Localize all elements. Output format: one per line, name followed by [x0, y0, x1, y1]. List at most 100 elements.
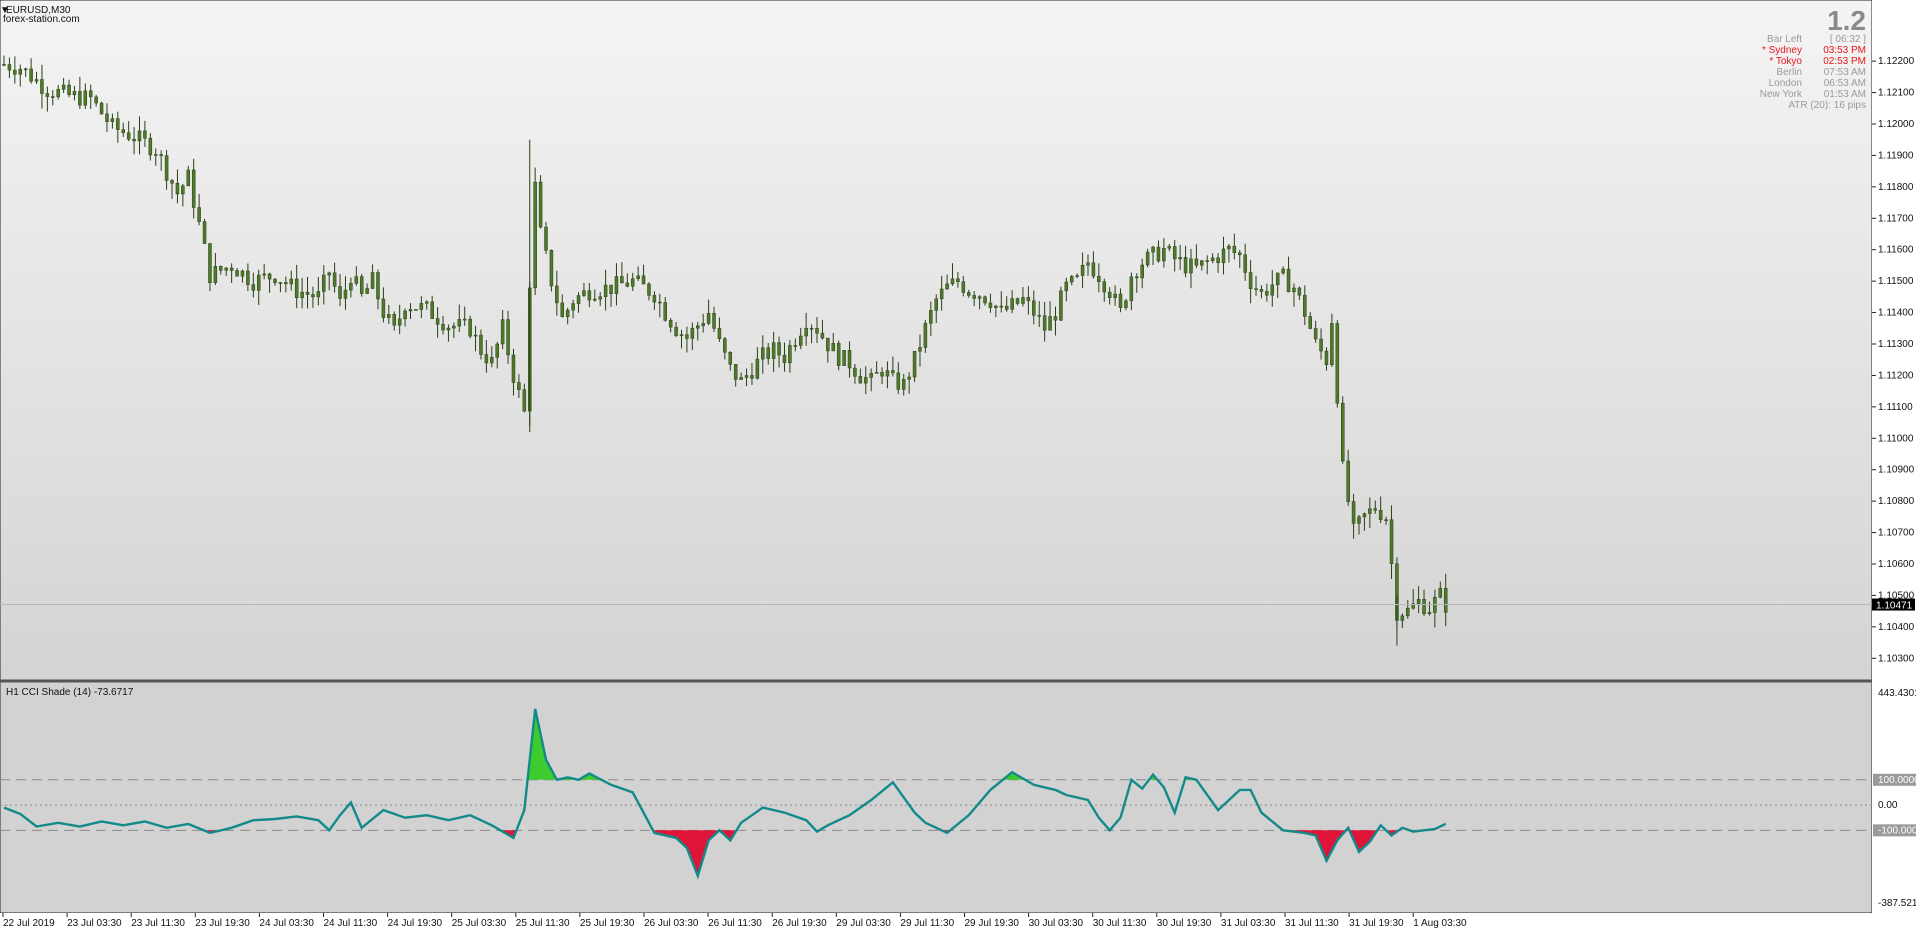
candle-body	[213, 266, 218, 283]
candle-body	[121, 129, 125, 134]
candle-body	[1183, 257, 1188, 274]
candle-body	[668, 320, 673, 328]
candle-body	[788, 345, 792, 364]
candle-body	[1281, 268, 1285, 274]
candle-body	[1340, 402, 1345, 462]
cci-shade-overbought	[1002, 772, 1026, 780]
candle-body	[826, 337, 830, 352]
candle-body	[842, 350, 846, 366]
candle-body	[1107, 291, 1112, 298]
candle-body	[154, 154, 158, 156]
candle-body	[246, 270, 250, 285]
candle-body	[831, 343, 836, 352]
candle-body	[137, 130, 142, 142]
candle-body	[354, 276, 359, 284]
candle-body	[815, 328, 819, 334]
candle-body	[603, 284, 608, 298]
info-row-value: 03:53 PM	[1823, 45, 1866, 56]
cci-panel-bg	[0, 680, 1873, 914]
candle-body	[636, 275, 640, 279]
symbol-dropdown-icon[interactable]: ▼	[0, 5, 10, 16]
candle-body	[72, 91, 77, 96]
candle-body	[761, 347, 765, 360]
candle-body	[500, 319, 505, 345]
candle-body	[701, 323, 705, 327]
price-tick-label: 1.11000	[1878, 433, 1914, 444]
candle-body	[229, 267, 234, 271]
time-tick-label: 24 Jul 03:30	[259, 918, 314, 929]
candle-body	[750, 375, 754, 379]
candle-body	[798, 335, 803, 346]
candle-body	[728, 352, 733, 365]
candle-body	[967, 292, 971, 296]
candle-body	[1200, 260, 1204, 266]
candle-body	[912, 350, 917, 378]
price-tick-label: 1.12200	[1878, 56, 1915, 67]
candle-body	[804, 327, 808, 337]
candle-body	[544, 226, 548, 251]
candle-body	[945, 283, 949, 290]
candle-body	[1275, 272, 1280, 286]
candle-body	[116, 118, 120, 130]
candle-body	[1378, 510, 1383, 520]
candle-body	[370, 272, 375, 289]
candle-body	[175, 183, 180, 195]
cci-axis: 443.4301 100.0000 0.00 -100.0000 -387.5211	[1873, 688, 1916, 909]
info-big-value: 1.2	[1827, 5, 1866, 36]
candle-body	[896, 372, 901, 390]
price-tick-label: 1.10700	[1878, 528, 1915, 539]
candle-body	[294, 278, 299, 298]
candle-body	[365, 288, 369, 294]
candle-body	[690, 327, 695, 339]
candle-body	[1411, 603, 1415, 609]
candle-body	[251, 284, 256, 291]
price-axis: 1.12200 1.12100 1.12000 1.11900 1.11800 1.117…	[1872, 56, 1915, 664]
candle-body	[40, 79, 44, 94]
candle-body	[311, 294, 315, 298]
candle-body	[490, 357, 494, 364]
candle-body	[771, 342, 776, 359]
candle-body	[744, 375, 749, 378]
candle-body	[61, 84, 66, 90]
price-tick-label: 1.11400	[1878, 308, 1914, 319]
candle-body	[202, 221, 207, 244]
candle-body	[907, 376, 911, 380]
candle-body	[576, 295, 581, 304]
time-tick-label: 30 Jul 19:30	[1157, 918, 1212, 929]
candle-body	[1373, 508, 1378, 511]
candle-body	[170, 180, 174, 184]
candle-body	[191, 169, 196, 208]
candle-body	[733, 364, 738, 380]
candle-body	[609, 284, 613, 294]
price-candles	[2, 55, 1448, 646]
candle-body	[1069, 276, 1074, 283]
cci-shade-oversold	[653, 830, 720, 876]
candle-body	[625, 282, 630, 287]
candle-body	[1145, 251, 1150, 266]
candle-body	[186, 169, 191, 187]
cci-tick-label: 100.0000	[1878, 775, 1916, 786]
candle-body	[126, 132, 131, 140]
candle-body	[78, 91, 82, 106]
candle-body	[1194, 258, 1199, 266]
candle-body	[717, 328, 722, 339]
candle-body	[479, 334, 483, 355]
price-axis-bg	[1872, 0, 1916, 913]
candle-body	[316, 291, 321, 298]
candle-body	[1004, 305, 1009, 310]
cci-tick-label: 443.4301	[1878, 688, 1916, 699]
candle-body	[853, 367, 857, 377]
candle-body	[1400, 615, 1405, 621]
info-row-label: Berlin	[1776, 67, 1802, 78]
candle-body	[1042, 315, 1047, 331]
candle-body	[159, 154, 163, 156]
candle-body	[45, 93, 50, 97]
candle-body	[110, 118, 115, 122]
candle-body	[777, 342, 781, 356]
candle-body	[820, 332, 825, 339]
candle-body	[1335, 323, 1340, 404]
candle-body	[782, 354, 787, 364]
candle-body	[99, 102, 104, 115]
info-row-label: Bar Left	[1767, 34, 1802, 45]
candle-body	[739, 377, 743, 380]
